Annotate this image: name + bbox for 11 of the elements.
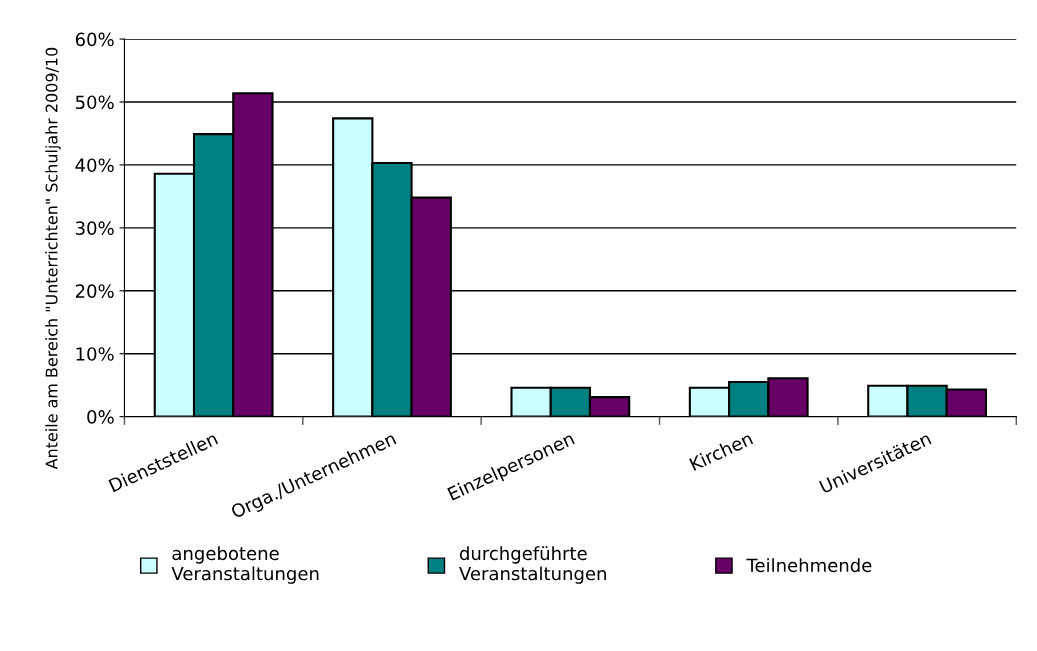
legend-label: angebotene Veranstaltungen [171,546,319,584]
y-tick-label: 60% [75,32,114,47]
y-tick-label: 50% [75,95,114,110]
y-tick-label: 0% [87,410,114,424]
y-tick-label: 30% [75,221,114,235]
y-tick-label: 20% [75,284,114,298]
y-axis-title: Anteile am Bereich "Unterrichten" Schuljahr 2009/10 [45,47,61,470]
legend-label: Teilnehmende [746,558,872,573]
legend-label: durchgeführte Veranstaltungen [459,546,606,584]
y-tick-label: 10% [76,347,114,361]
y-tick-label: 40% [75,158,114,173]
